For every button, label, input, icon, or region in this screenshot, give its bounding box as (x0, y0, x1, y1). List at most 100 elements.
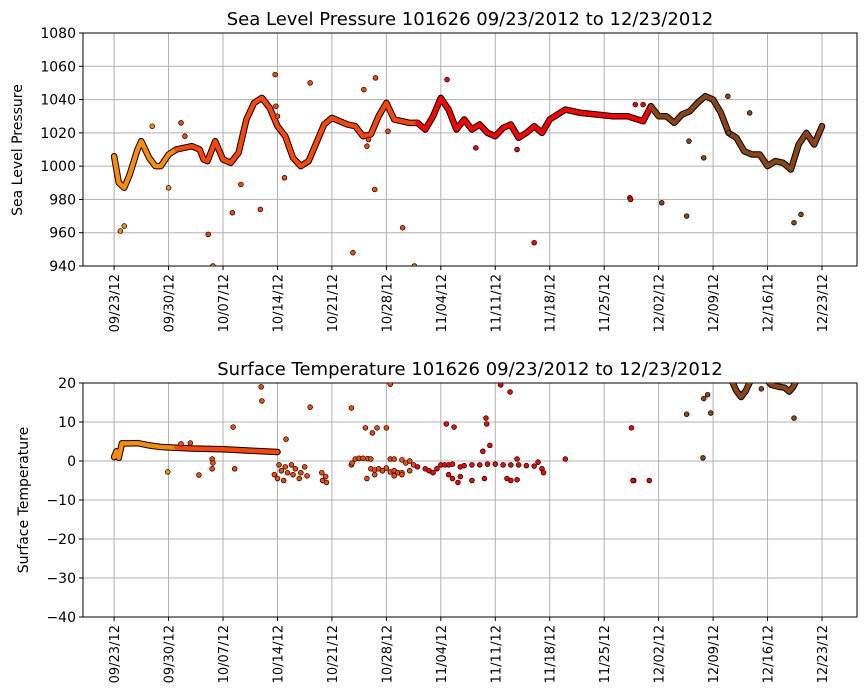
plot-frame (82, 382, 858, 618)
x-tick-label: 10/21/12 (326, 625, 341, 683)
y-tick-label: −40 (46, 610, 76, 626)
data-point (231, 466, 238, 472)
data-point (238, 181, 244, 188)
y-tick-label: 1060 (40, 59, 76, 75)
data-point (628, 425, 635, 431)
data-point (449, 461, 456, 467)
data-point (746, 110, 753, 116)
data-point (307, 404, 313, 410)
data-point (258, 384, 264, 390)
x-tick-label: 09/23/12 (108, 625, 123, 683)
data-point (443, 421, 450, 427)
y-tick-label: 1000 (40, 159, 76, 175)
data-point (725, 130, 732, 136)
x-tick-label: 10/07/12 (217, 625, 232, 683)
data-point (364, 475, 370, 482)
data-layer-pressure (110, 71, 826, 266)
data-point (430, 469, 436, 476)
data-point (686, 138, 692, 144)
data-point (349, 460, 355, 466)
data-point (469, 462, 475, 468)
data-point (791, 415, 797, 421)
data-point (301, 464, 308, 470)
x-tick-label: 12/09/12 (707, 274, 722, 332)
data-point (658, 200, 665, 206)
x-tick-label: 12/23/12 (816, 625, 831, 683)
x-tick-label: 09/23/12 (108, 274, 123, 332)
data-point (391, 473, 397, 479)
data-point (469, 477, 475, 484)
y-tick-label: 1020 (40, 126, 76, 142)
data-point (445, 471, 452, 478)
x-tick-label: 11/25/12 (598, 625, 613, 683)
data-point (399, 471, 405, 478)
data-point (364, 143, 370, 149)
chart-title-pressure: Sea Level Pressure 101626 09/23/2012 to … (227, 9, 714, 30)
data-point (273, 103, 279, 109)
data-point (630, 477, 636, 484)
data-point (165, 185, 172, 191)
data-point (385, 128, 391, 134)
data-point (701, 155, 707, 161)
data-point (281, 175, 288, 181)
data-point (210, 263, 216, 266)
data-track (766, 383, 798, 394)
data-point (288, 462, 295, 468)
y-tick-label: 20 (58, 376, 76, 392)
data-point (515, 462, 522, 468)
data-point (514, 456, 520, 462)
data-point (323, 479, 330, 486)
data-point (473, 145, 479, 151)
data-point (683, 411, 690, 417)
data-point (406, 468, 413, 474)
x-tick-label: 12/02/12 (653, 625, 668, 683)
data-point (187, 440, 194, 446)
data-point (371, 186, 378, 193)
y-tick-label: 940 (49, 259, 76, 275)
data-point (704, 391, 711, 398)
x-tick-label: 11/11/12 (489, 274, 504, 332)
data-point (229, 209, 236, 216)
data-point (725, 93, 731, 99)
data-point (368, 456, 374, 462)
data-point (461, 462, 467, 469)
data-point (480, 448, 486, 455)
data-point (540, 469, 547, 476)
plot-area-pressure: 09/23/12 09/30/12 10/07/12 10/14/12 10/21/12… (40, 26, 858, 332)
x-tick-label: 11/18/12 (544, 625, 559, 683)
data-point (369, 430, 376, 436)
y-tick-label: −20 (46, 532, 76, 548)
data-point (531, 239, 537, 246)
data-point (758, 386, 765, 392)
x-tick-label: 12/16/12 (762, 625, 777, 683)
y-tick-label: 960 (49, 226, 76, 242)
data-point (640, 101, 646, 108)
data-point (284, 469, 291, 476)
data-point (391, 456, 397, 462)
data-point (290, 471, 296, 478)
x-tick-label: 12/02/12 (653, 274, 668, 332)
data-track (174, 95, 420, 169)
data-point (205, 231, 211, 238)
data-point (292, 466, 299, 472)
data-point (383, 465, 390, 471)
data-point (411, 263, 418, 266)
chart-title-temperature: Surface Temperature 101626 09/23/2012 to… (217, 359, 722, 380)
data-point (507, 389, 513, 395)
x-tick-label: 10/07/12 (217, 274, 232, 332)
data-point (701, 395, 707, 402)
data-point (196, 472, 202, 478)
x-tick-label: 12/09/12 (707, 625, 722, 683)
data-point (708, 410, 714, 416)
data-point (165, 469, 171, 475)
plot-frame (82, 32, 858, 267)
data-point (274, 113, 281, 119)
data-point (399, 224, 406, 231)
data-point (562, 456, 569, 462)
data-point (178, 120, 184, 126)
y-tick-label: −30 (46, 571, 76, 587)
data-point (457, 473, 464, 480)
data-point (646, 477, 653, 484)
